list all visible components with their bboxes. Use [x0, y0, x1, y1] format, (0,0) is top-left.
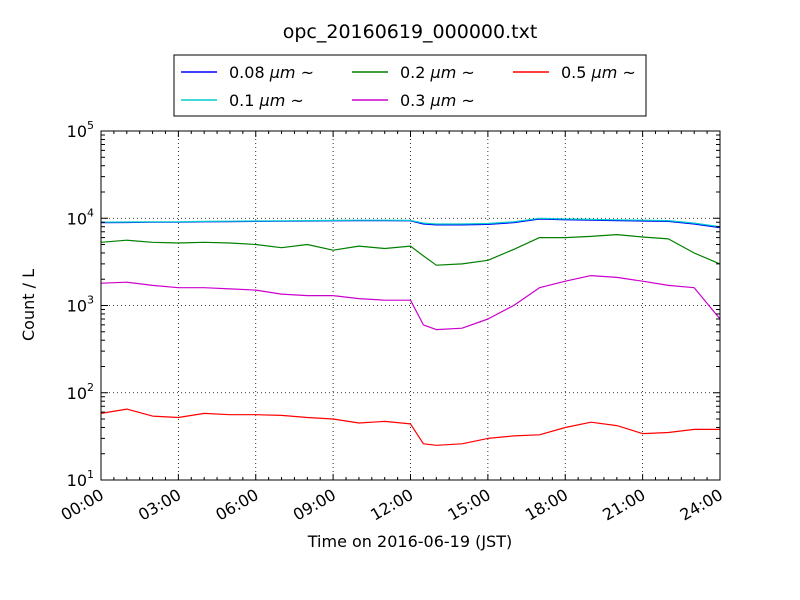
legend-label: 0.5 μm ~	[561, 63, 636, 82]
series-lines	[100, 217, 721, 446]
legend-box	[173, 54, 647, 117]
legend-label: 0.08 μm ~	[229, 63, 314, 82]
axis-ticks	[100, 130, 721, 481]
y-axis-label: Count / L	[19, 269, 38, 341]
series-line-1	[100, 217, 721, 228]
series-line-2	[100, 234, 721, 266]
legend: 0.08 μm ~ 0.1 μm ~ 0.2 μm ~ 0.3 μm ~ 0.5 μm …	[173, 54, 647, 117]
legend-label: 0.3 μm ~	[400, 91, 475, 110]
chart-title: opc_20160619_000000.txt	[283, 21, 538, 43]
x-axis-label: Time on 2016-06-19 (JST)	[307, 532, 512, 551]
y-tick-label: 104	[67, 206, 94, 228]
legend-label: 0.2 μm ~	[400, 63, 475, 82]
series-line-4	[100, 408, 720, 446]
y-tick-labels: 101 102 103 104 105	[67, 119, 94, 490]
y-tick-label: 103	[67, 294, 94, 316]
y-tick-label: 105	[67, 119, 94, 141]
legend-label: 0.1 μm ~	[229, 91, 304, 110]
y-tick-label: 101	[67, 468, 94, 490]
y-tick-label: 102	[67, 381, 94, 403]
series-line-3	[100, 275, 721, 331]
